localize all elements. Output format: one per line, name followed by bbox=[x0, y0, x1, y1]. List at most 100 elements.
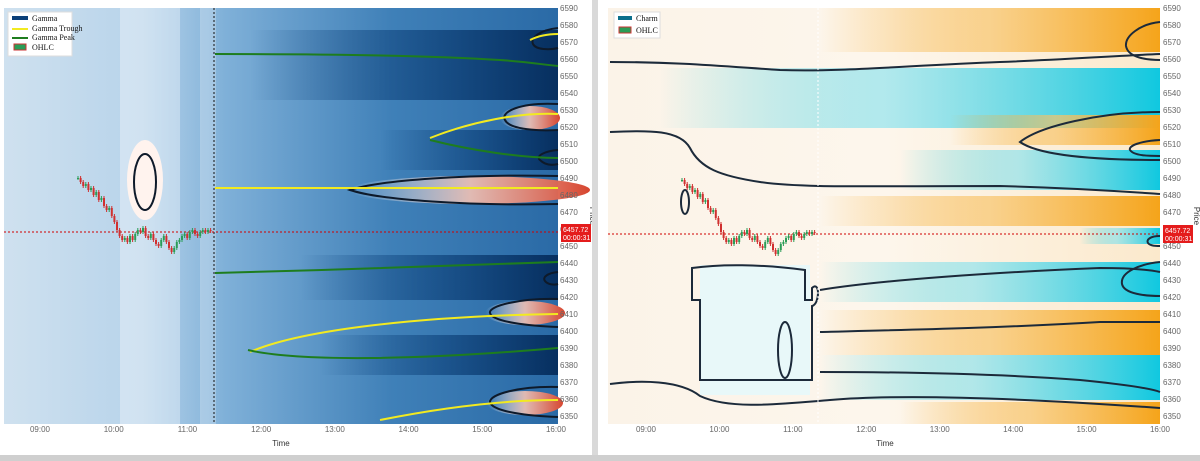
ohlc-candle bbox=[759, 242, 761, 246]
ohlc-candle bbox=[196, 234, 199, 236]
ohlc-candle bbox=[147, 236, 150, 238]
y-tick-label: 6470 bbox=[1163, 208, 1181, 217]
ohlc-candle bbox=[170, 248, 173, 252]
y-tick-label: 6560 bbox=[1163, 55, 1181, 64]
y-tick-label: 6570 bbox=[560, 38, 578, 47]
ohlc-candle bbox=[191, 230, 194, 232]
ohlc-candle bbox=[746, 230, 748, 234]
ohlc-candle bbox=[704, 200, 707, 202]
y-tick-label: 6510 bbox=[1163, 140, 1181, 149]
legend-gamma-swatch bbox=[12, 16, 28, 20]
y-tick-label: 6410 bbox=[560, 310, 578, 319]
charm-contour-6515 bbox=[609, 130, 1161, 195]
charm-contour-box bbox=[691, 264, 819, 381]
gamma-positive-6410 bbox=[485, 301, 565, 325]
y-tick-label: 6480 bbox=[560, 191, 578, 200]
legend-charm-label: Charm bbox=[636, 14, 659, 23]
bottom-scrollbar[interactable] bbox=[0, 455, 1200, 461]
gamma-contour-6430 bbox=[543, 271, 559, 286]
charm-contour-6430 bbox=[819, 266, 1161, 291]
ohlc-candle bbox=[777, 250, 780, 254]
right-price-badge-countdown: 00:00:31 bbox=[1165, 236, 1192, 243]
gamma-contour-6410 bbox=[489, 297, 559, 328]
y-tick-label: 6420 bbox=[1163, 293, 1181, 302]
y-tick-label: 6470 bbox=[560, 208, 578, 217]
charm-contour-6560 bbox=[609, 53, 1161, 72]
right-legend: Charm OHLC bbox=[613, 11, 661, 39]
ohlc-candle bbox=[811, 232, 813, 234]
left-contours bbox=[133, 27, 559, 418]
x-tick-label: 14:00 bbox=[1003, 425, 1024, 434]
left-price-badge-countdown: 00:00:31 bbox=[563, 235, 590, 242]
left-price-badge-bg bbox=[561, 224, 591, 242]
left-white-band-2 bbox=[200, 8, 216, 424]
y-tick-label: 6400 bbox=[1163, 327, 1181, 336]
y-tick-label: 6420 bbox=[560, 293, 578, 302]
right-y-axis: 6590 6580 6570 6560 6550 6540 6530 6520 6510 6500… bbox=[1163, 4, 1181, 421]
ohlc-candle bbox=[803, 234, 806, 238]
ohlc-candle bbox=[126, 238, 129, 242]
y-tick-label: 6450 bbox=[560, 242, 578, 251]
ohlc-candle bbox=[157, 244, 160, 246]
x-tick-label: 10:00 bbox=[709, 425, 730, 434]
right-ohlc-candles bbox=[681, 178, 816, 256]
y-tick-label: 6430 bbox=[1163, 276, 1181, 285]
ohlc-candle bbox=[162, 236, 165, 240]
x-tick-label: 10:00 bbox=[104, 425, 125, 434]
ohlc-candle bbox=[743, 232, 746, 234]
right-white-band bbox=[700, 265, 810, 395]
x-tick-label: 13:00 bbox=[325, 425, 346, 434]
right-y-axis-label: Price bbox=[1192, 207, 1200, 226]
y-tick-label: 6450 bbox=[1163, 242, 1181, 251]
left-positive-zones bbox=[350, 106, 590, 415]
ohlc-candle bbox=[131, 236, 134, 240]
y-tick-label: 6530 bbox=[560, 106, 578, 115]
y-tick-label: 6400 bbox=[560, 327, 578, 336]
charm-orange-6395 bbox=[820, 310, 1160, 355]
left-legend: Gamma Gamma Trough Gamma Peak OHLC bbox=[7, 11, 82, 57]
ohlc-candle bbox=[105, 206, 108, 210]
y-tick-label: 6500 bbox=[1163, 157, 1181, 166]
x-tick-label: 14:00 bbox=[399, 425, 420, 434]
ohlc-candle bbox=[748, 230, 751, 238]
y-tick-label: 6540 bbox=[560, 89, 578, 98]
legend-peak-label: Gamma Peak bbox=[32, 33, 75, 42]
ohlc-candle bbox=[108, 208, 111, 210]
ohlc-candle bbox=[813, 232, 816, 233]
charm-contour-6505-inner bbox=[1128, 139, 1161, 157]
ohlc-candle bbox=[155, 240, 157, 244]
ohlc-candle bbox=[160, 240, 163, 246]
y-tick-label: 6480 bbox=[1163, 191, 1181, 200]
gamma-contour-6360 bbox=[488, 385, 559, 418]
y-tick-label: 6570 bbox=[1163, 38, 1181, 47]
charm-contour-6365 bbox=[819, 371, 1161, 393]
ohlc-candle bbox=[173, 248, 176, 252]
ohlc-candle bbox=[720, 224, 722, 232]
ohlc-candle bbox=[95, 192, 98, 195]
y-tick-label: 6350 bbox=[1163, 412, 1181, 421]
peak-line-6560 bbox=[214, 53, 559, 67]
ohlc-candle bbox=[183, 234, 186, 236]
y-tick-label: 6560 bbox=[560, 55, 578, 64]
y-tick-label: 6580 bbox=[1163, 21, 1181, 30]
ohlc-candle bbox=[77, 178, 79, 179]
right-legend-box bbox=[613, 11, 661, 39]
left-peak-lines bbox=[214, 53, 559, 360]
ohlc-candle bbox=[714, 210, 717, 218]
left-price-badge: 6457.72 00:00:31 bbox=[561, 224, 591, 242]
ohlc-candle bbox=[792, 234, 795, 240]
charm-band-6500 bbox=[900, 150, 1160, 190]
ohlc-candle bbox=[699, 194, 702, 197]
ohlc-candle bbox=[123, 238, 126, 240]
ohlc-candle bbox=[87, 184, 90, 190]
ohlc-candle bbox=[686, 184, 689, 188]
legend-charm-swatch bbox=[618, 16, 632, 20]
ohlc-candle bbox=[717, 218, 720, 224]
x-tick-label: 09:00 bbox=[636, 425, 657, 434]
y-tick-label: 6550 bbox=[1163, 72, 1181, 81]
trough-line-6570 bbox=[529, 33, 559, 41]
ohlc-candle bbox=[722, 232, 725, 238]
gamma-positive-6480 bbox=[350, 176, 590, 204]
y-tick-label: 6520 bbox=[560, 123, 578, 132]
ohlc-candle bbox=[798, 232, 800, 236]
